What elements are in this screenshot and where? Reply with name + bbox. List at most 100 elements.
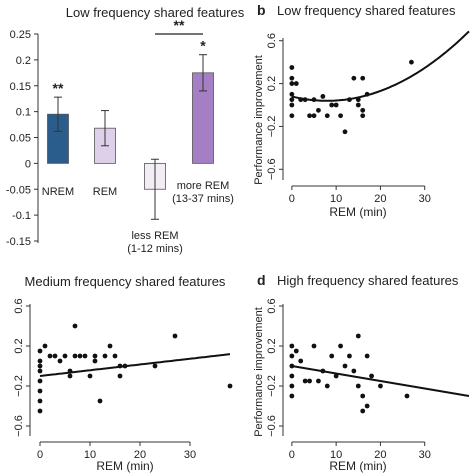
y-tick-label: 0.6 <box>266 33 278 48</box>
data-point <box>42 343 48 349</box>
bar-label: (1-12 mins) <box>127 243 183 255</box>
data-point <box>289 373 295 379</box>
data-point <box>117 373 123 379</box>
panel-b-title: Low frequency shared features <box>277 3 456 18</box>
data-point <box>289 91 295 97</box>
panel-a-significance: ***** <box>53 17 207 96</box>
data-point <box>289 383 295 389</box>
data-point <box>404 393 410 399</box>
data-point <box>289 113 295 119</box>
panel-b-letter: b <box>257 2 266 18</box>
y-tick-label: 0.2 <box>266 76 278 91</box>
data-point <box>37 378 43 384</box>
data-point <box>338 113 343 119</box>
y-tick-label: 0.6 <box>266 298 278 313</box>
data-point <box>87 373 93 379</box>
data-point <box>37 388 43 394</box>
panel-d-scatter: d High frequency shared features Perform… <box>253 272 470 473</box>
panel-d-y-label: Performance improvement <box>253 307 265 437</box>
data-point <box>47 353 53 359</box>
panel-c-x-label: REM (min) <box>96 459 153 473</box>
x-tick-label: 30 <box>184 449 196 461</box>
significance-marker: ** <box>53 80 64 96</box>
data-point <box>342 363 348 369</box>
x-tick-label: 30 <box>419 193 431 205</box>
data-point <box>360 75 366 81</box>
data-point <box>355 102 361 108</box>
data-point <box>112 353 118 359</box>
x-tick-label: 10 <box>330 449 342 461</box>
panel-c-plot: 0 10 20 30 −0.6 −0.2 0.2 0.6 <box>13 298 233 461</box>
data-point <box>77 353 83 359</box>
panel-c-scatter: Medium frequency shared features REM (mi… <box>13 274 233 473</box>
data-point <box>324 113 330 119</box>
data-point <box>347 97 352 103</box>
data-point <box>67 373 73 379</box>
x-tick-label: 20 <box>374 449 386 461</box>
data-point <box>355 383 361 389</box>
data-point <box>369 373 374 379</box>
data-point <box>289 353 295 359</box>
data-point <box>293 348 299 354</box>
data-point <box>72 323 78 329</box>
data-point <box>37 363 43 369</box>
data-point <box>298 358 304 364</box>
data-point <box>52 353 58 359</box>
bar-label: more REM <box>177 180 230 192</box>
data-point <box>82 353 88 359</box>
data-point <box>316 378 321 384</box>
data-point <box>227 383 233 389</box>
data-point <box>293 81 299 86</box>
x-tick-label: 0 <box>37 449 43 461</box>
y-tick-label: 0.2 <box>13 338 25 353</box>
panel-a-y-ticks: 0.25 0.2 0.15 0.1 0.05 0 -0.05 -0.1 -0.15 <box>6 29 38 248</box>
y-tick-label: 0.2 <box>16 55 31 67</box>
y-tick-label: −0.2 <box>266 116 278 138</box>
data-point <box>338 343 343 349</box>
data-point <box>62 353 68 359</box>
y-tick-label: -0.1 <box>12 210 31 222</box>
bar-label: REM <box>93 186 117 198</box>
panel-a-bars <box>47 54 214 220</box>
data-point <box>302 378 308 384</box>
data-point <box>67 368 73 374</box>
panel-d-x-label: REM (min) <box>329 459 386 473</box>
y-tick-label: -0.05 <box>6 184 31 196</box>
data-point <box>329 102 335 108</box>
data-point <box>289 81 295 86</box>
data-point <box>351 75 357 81</box>
data-point <box>92 353 98 359</box>
data-point <box>360 107 366 113</box>
data-point <box>311 113 317 119</box>
panel-a-title: Low frequency shared features <box>66 5 245 20</box>
data-point <box>360 113 366 119</box>
data-point <box>360 408 366 414</box>
data-point <box>307 113 312 119</box>
panel-c-title: Medium frequency shared features <box>25 274 226 289</box>
bar-label: NREM <box>42 186 74 198</box>
data-point <box>342 129 348 135</box>
panel-d-plot: 0 10 20 30 −0.6 −0.2 0.2 0.6 <box>266 298 470 461</box>
data-point <box>311 343 317 349</box>
y-tick-label: 0.6 <box>13 298 25 313</box>
x-tick-label: 0 <box>289 449 295 461</box>
panel-d-title: High frequency shared features <box>277 273 459 288</box>
data-point <box>289 393 295 399</box>
panel-b-plot: 0 10 20 30 −0.6 −0.2 0.2 0.6 <box>266 30 470 205</box>
x-tick-label: 30 <box>419 449 431 461</box>
y-tick-label: 0.25 <box>10 29 31 41</box>
data-point <box>72 353 78 359</box>
bracket-significance-marker: ** <box>174 17 185 33</box>
data-point <box>152 363 158 369</box>
data-point <box>360 393 366 399</box>
data-point <box>37 358 43 364</box>
data-point <box>320 368 326 374</box>
data-point <box>333 102 339 108</box>
data-point <box>289 343 295 349</box>
data-point <box>37 368 43 374</box>
significance-marker: * <box>200 38 206 54</box>
panel-b-y-label: Performance improvement <box>253 55 265 185</box>
panel-d-letter: d <box>257 272 266 288</box>
x-tick-label: 0 <box>289 193 295 205</box>
